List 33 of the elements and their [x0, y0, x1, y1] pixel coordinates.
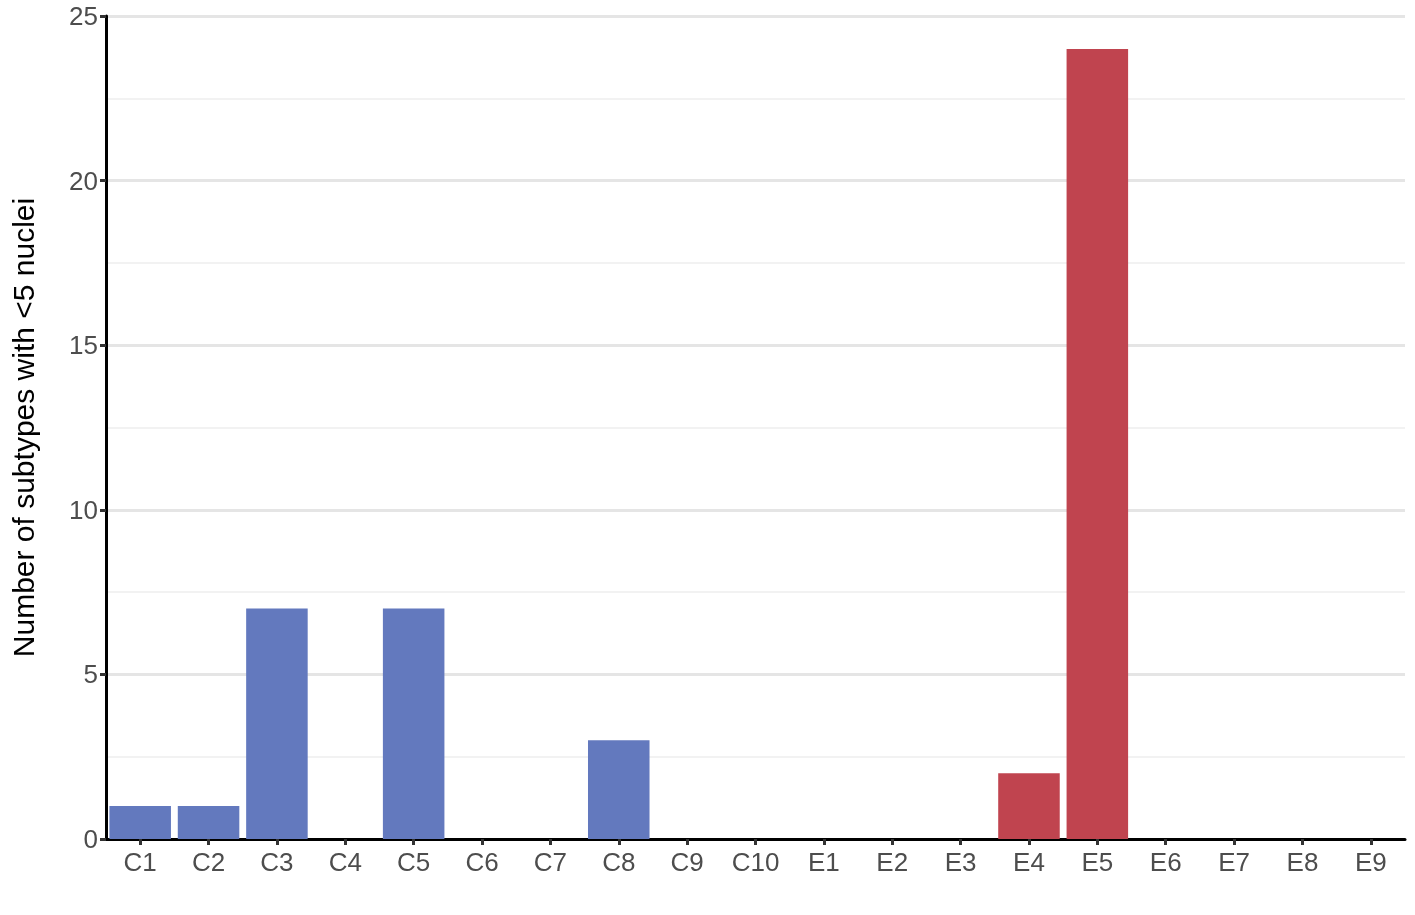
x-tick-label: E7 — [1218, 847, 1250, 877]
x-tick-label: E5 — [1081, 847, 1114, 877]
x-tick-label: C2 — [191, 847, 226, 877]
x-tick-label: E8 — [1286, 847, 1319, 877]
x-tick-label: C1 — [123, 847, 157, 877]
bar — [246, 608, 308, 839]
x-tick-label: E2 — [876, 847, 909, 877]
y-tick-label: 15 — [69, 330, 98, 361]
x-tick-label: C5 — [397, 847, 431, 877]
x-tick-label: E9 — [1354, 847, 1387, 877]
x-tick-label: E6 — [1149, 847, 1182, 877]
bar — [588, 740, 650, 839]
x-tick-label: C4 — [328, 847, 362, 877]
y-tick-label: 10 — [69, 494, 98, 525]
bar — [177, 806, 240, 839]
x-tick-label: C3 — [260, 847, 294, 877]
x-tick-label: C6 — [465, 847, 499, 877]
bar — [109, 806, 171, 839]
x-tick-label: C8 — [602, 847, 636, 877]
x-tick-label: E3 — [944, 847, 977, 877]
bar — [382, 608, 445, 839]
x-tick-label: E1 — [807, 847, 840, 877]
x-tick-label: C7 — [533, 847, 568, 877]
y-tick-label: 5 — [83, 659, 98, 690]
y-tick-label: 20 — [69, 165, 98, 196]
bar — [998, 773, 1060, 839]
y-tick-label: 25 — [69, 1, 98, 31]
x-tick-label: C9 — [670, 847, 704, 877]
x-tick-label: E4 — [1013, 847, 1045, 877]
bar — [1066, 48, 1129, 839]
y-tick-label: 0 — [83, 824, 98, 854]
y-axis-title: Number of subtypes with <5 nuclei — [6, 197, 40, 658]
x-tick-label: C10 — [731, 847, 780, 877]
